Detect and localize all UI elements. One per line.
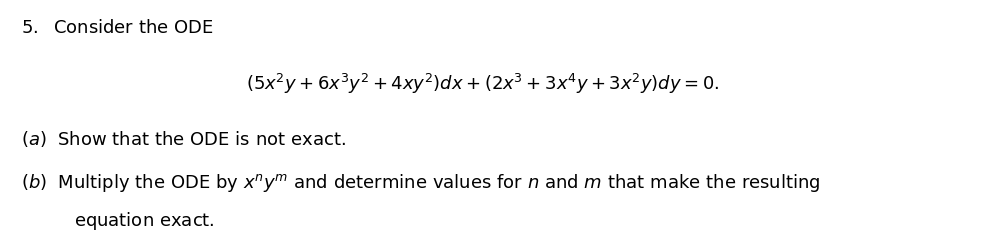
- Text: $(5x^2y + 6x^3y^2 + 4xy^2)dx + (2x^3 + 3x^4y + 3x^2y)dy = 0.$: $(5x^2y + 6x^3y^2 + 4xy^2)dx + (2x^3 + 3…: [245, 71, 718, 96]
- Text: $5.$  $\mathrm{Consider\ the\ ODE}$: $5.$ $\mathrm{Consider\ the\ ODE}$: [21, 19, 213, 37]
- Text: $(a)$  $\mathrm{Show\ that\ the\ ODE\ is\ not\ exact.}$: $(a)$ $\mathrm{Show\ that\ the\ ODE\ is\…: [21, 129, 346, 149]
- Text: $(b)$  $\mathrm{Multiply\ the\ ODE\ by\ }$$x^ny^m$$\mathrm{\ and\ determine\ val: $(b)$ $\mathrm{Multiply\ the\ ODE\ by\ }…: [21, 172, 820, 194]
- Text: $\mathrm{equation\ exact.}$: $\mathrm{equation\ exact.}$: [73, 210, 214, 232]
